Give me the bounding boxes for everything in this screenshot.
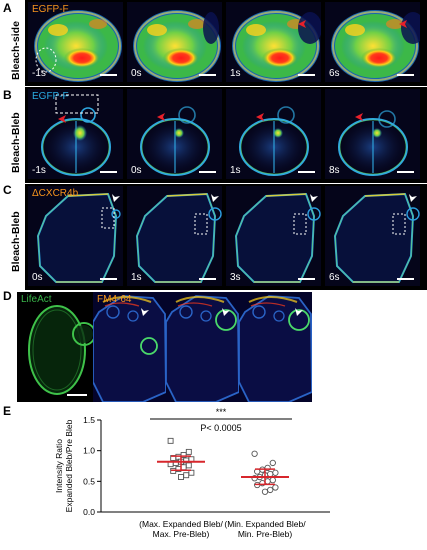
scale-bar [397, 171, 414, 173]
row-a-image-2: 1s [226, 2, 321, 82]
red-arrowhead-icon [355, 113, 363, 121]
data-point-circle [272, 484, 279, 491]
channel-label-egfp-b: EGFP-F [32, 91, 69, 102]
panel-letter-c: C [3, 183, 12, 197]
scale-bar [397, 278, 414, 280]
y-tick-label: 0.5 [83, 476, 95, 486]
red-arrowhead-icon [157, 113, 165, 121]
row-c-image-3: 6s [325, 186, 420, 286]
panel-letter-b: B [3, 88, 12, 102]
row-b-image-3: 8s [325, 89, 420, 179]
row-label-bleach-side: Bleach-side [10, 21, 22, 80]
data-point-circle [269, 459, 276, 467]
timepoint-label: 8s [329, 165, 340, 176]
data-point-circle [272, 469, 279, 476]
y-tick-label: 0.0 [83, 507, 95, 517]
red-arrowhead-icon [399, 20, 407, 28]
y-tick-label: 1.5 [83, 415, 95, 425]
scale-bar [199, 74, 216, 76]
red-arrowhead-icon [256, 113, 264, 121]
row-c-image-2: 3s [226, 186, 321, 286]
timepoint-label: -1s [32, 68, 46, 79]
timepoint-label: 6s [329, 272, 340, 283]
row-d-lifeact-image: LifeAct [17, 292, 93, 402]
scale-bar [100, 74, 117, 76]
p-value-label: P< 0.0005 [200, 423, 241, 433]
red-arrowhead-icon [58, 115, 66, 123]
timepoint-label: -1s [32, 165, 46, 176]
category-label: Min. Pre-Bleb) [238, 529, 292, 539]
panel-letter-e: E [3, 404, 12, 418]
red-arrowhead-icon [298, 20, 306, 28]
white-arrowhead-icon [409, 194, 417, 202]
row-b-image-0: -1s EGFP-F [28, 89, 123, 179]
white-arrowhead-icon [222, 308, 230, 316]
row-c-image-1: 1s [127, 186, 222, 286]
timepoint-label: 0s [131, 165, 142, 176]
row-a-image-1: 0s [127, 2, 222, 82]
row-label-bleach-bleb-c: Bleach-Bleb [10, 211, 22, 272]
white-arrowhead-icon [295, 308, 303, 316]
timepoint-label: 3s [230, 272, 241, 283]
scale-bar [298, 171, 315, 173]
white-arrowhead-icon [141, 308, 149, 316]
data-point-square [185, 448, 192, 455]
scale-bar [100, 171, 117, 173]
data-point-square [167, 437, 174, 444]
category-label: (Max. Expanded Bleb/ [139, 519, 223, 529]
scale-bar [298, 74, 315, 76]
white-arrowhead-icon [112, 194, 120, 202]
data-point-circle [267, 486, 274, 494]
data-point-square [183, 472, 190, 479]
y-axis-label: Intensity Ratio [54, 439, 64, 493]
row-d-fm464-image-2 [239, 292, 312, 402]
row-d-fm464-image-0: FM4-64 [93, 292, 166, 402]
white-arrowhead-icon [211, 194, 219, 202]
timepoint-label: 0s [32, 272, 43, 283]
scale-bar [100, 278, 117, 280]
channel-label-lifeact: LifeAct [21, 294, 52, 305]
timepoint-label: 1s [230, 68, 241, 79]
category-label: Max. Pre-Bleb) [153, 529, 210, 539]
channel-label-fm464: FM4-64 [97, 294, 132, 305]
data-point-circle [269, 476, 276, 484]
scale-bar [199, 278, 216, 280]
row-d-fm464-image-1 [166, 292, 239, 402]
panel-letter-d: D [3, 289, 12, 303]
intensity-ratio-chart: 0.0 0.5 1.0 1.5 Intensity Ratio Expanded Bleb… [54, 407, 330, 539]
timepoint-label: 1s [230, 165, 241, 176]
row-a-image-0: -1s EGFP-F [28, 2, 123, 82]
timepoint-label: 0s [131, 68, 142, 79]
y-tick-label: 1.0 [83, 446, 95, 456]
row-c-image-0: 0s ΔCXCR4b [28, 186, 123, 286]
category-label: (Min. Expanded Bleb/ [224, 519, 306, 529]
channel-label-cxcr4b: ΔCXCR4b [32, 188, 79, 199]
white-arrowhead-icon [310, 194, 318, 202]
data-point-square [180, 464, 187, 471]
scale-bar [397, 74, 414, 76]
data-point-square [185, 462, 192, 469]
row-a-image-3: 6s [325, 2, 420, 82]
scale-bar [67, 394, 87, 396]
significance-stars: *** [216, 407, 227, 417]
panel-letter-a: A [3, 1, 12, 15]
scale-bar [298, 278, 315, 280]
scale-bar [199, 171, 216, 173]
channel-label-egfp-a: EGFP-F [32, 4, 69, 15]
row-label-bleach-bleb-b: Bleach-Bleb [10, 112, 22, 173]
data-point-circle [251, 450, 258, 457]
y-axis-label: Expanded Bleb/Pre Bleb [64, 419, 74, 512]
row-b-image-1: 0s [127, 89, 222, 179]
data-point-circle [267, 470, 274, 478]
data-point-square [178, 474, 184, 480]
timepoint-label: 1s [131, 272, 142, 283]
data-point-circle [261, 488, 269, 495]
timepoint-label: 6s [329, 68, 340, 79]
row-b-image-2: 1s [226, 89, 321, 179]
